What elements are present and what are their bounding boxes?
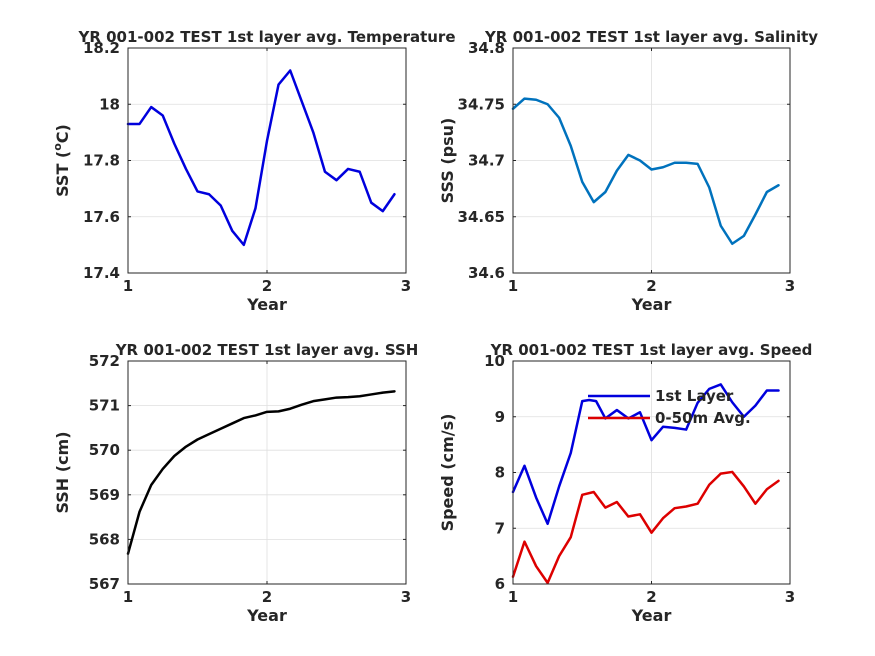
y-tick-label: 570 — [89, 441, 120, 459]
y-tick-label: 569 — [89, 486, 120, 504]
x-tick-label: 1 — [123, 588, 133, 606]
x-tick-label: 2 — [262, 588, 272, 606]
x-tick-label: 1 — [123, 277, 133, 295]
y-axis-label-part: SST ( — [53, 151, 72, 197]
y-tick-label: 9 — [495, 408, 505, 426]
chart-title: YR 001-002 TEST 1st layer avg. SSH — [115, 341, 419, 359]
legend: 1st Layer 0-50m Avg. — [588, 387, 751, 427]
x-axis-label: Year — [631, 606, 672, 625]
y-axis-label: SSH (cm) — [53, 431, 72, 513]
y-tick-label: 34.8 — [468, 39, 505, 57]
sss-axes: 1 2 3 34.6 34.65 34.7 34.75 34.8YR 001-002 TEST… — [438, 28, 818, 314]
x-axis-label: Year — [246, 295, 287, 314]
y-tick-label: 10 — [484, 352, 505, 370]
legend-label: 1st Layer — [655, 387, 734, 405]
y-axis-label-superscript: o — [51, 143, 64, 151]
y-tick-label: 571 — [89, 397, 120, 415]
x-tick-label: 1 — [508, 588, 518, 606]
series-line-0-50m-avg — [511, 470, 780, 585]
y-tick-label: 17.6 — [83, 208, 120, 226]
x-tick-label: 2 — [646, 588, 656, 606]
y-tick-label: 34.7 — [468, 152, 505, 170]
y-axis-label: SST (oC) — [51, 124, 72, 197]
series-line-1st-layer — [511, 383, 780, 526]
x-tick-label: 1 — [508, 277, 518, 295]
x-tick-label: 3 — [785, 588, 795, 606]
series-line-sst — [126, 69, 396, 247]
x-tick-label: 3 — [401, 277, 411, 295]
y-tick-label: 34.6 — [468, 264, 505, 282]
y-tick-label: 18 — [99, 95, 120, 113]
y-tick-label: 8 — [495, 464, 505, 482]
y-tick-label: 572 — [89, 352, 120, 370]
x-tick-label: 3 — [401, 588, 411, 606]
x-tick-label: 2 — [262, 277, 272, 295]
y-tick-label: 34.75 — [458, 95, 505, 113]
x-axis-label: Year — [246, 606, 287, 625]
y-tick-label: 568 — [89, 530, 120, 548]
y-tick-label: 17.4 — [83, 264, 120, 282]
x-axis-label: Year — [631, 295, 672, 314]
chart-title: YR 001-002 TEST 1st layer avg. Speed — [490, 341, 813, 359]
y-tick-label: 17.8 — [83, 152, 120, 170]
y-tick-label: 18.2 — [83, 39, 120, 57]
legend-label: 0-50m Avg. — [655, 409, 751, 427]
y-tick-label: 567 — [89, 575, 120, 593]
x-tick-label: 2 — [646, 277, 656, 295]
series-line-ssh — [126, 390, 396, 555]
sst-axes: 1 2 3 17.4 17.6 17.8 18 18.2YR 001-002 TEST 1st… — [51, 28, 456, 314]
y-tick-label: 34.65 — [458, 208, 505, 226]
x-tick-label: 3 — [785, 277, 795, 295]
y-axis-label: SSS (psu) — [438, 118, 457, 204]
y-tick-label: 7 — [495, 519, 505, 537]
y-axis-label: Speed (cm/s) — [438, 414, 457, 532]
chart-title: YR 001-002 TEST 1st layer avg. Salinity — [484, 28, 818, 46]
y-axis-label-part: C) — [53, 124, 72, 143]
y-tick-label: 6 — [495, 575, 505, 593]
series-line-sss — [511, 97, 780, 245]
chart-title: YR 001-002 TEST 1st layer avg. Temperatu… — [77, 28, 455, 46]
